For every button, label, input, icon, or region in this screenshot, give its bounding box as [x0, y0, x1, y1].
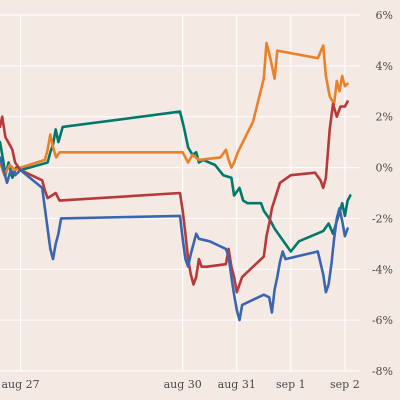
- y-tick-label: 0%: [376, 162, 393, 175]
- y-tick-label: 4%: [376, 60, 393, 73]
- y-tick-label: -6%: [372, 314, 393, 327]
- y-tick-label: 2%: [376, 111, 393, 124]
- series-group: [0, 41, 352, 322]
- x-tick-label: aug 27: [1, 378, 39, 391]
- x-tick-label: aug 31: [218, 378, 256, 391]
- y-tick-label: -8%: [372, 365, 393, 378]
- series-line-4: [0, 156, 349, 322]
- series-line-3: [0, 100, 349, 294]
- x-tick-label: sep 2: [330, 378, 360, 391]
- y-tick-label: -2%: [372, 212, 393, 225]
- x-axis: aug 27 aug 30 aug 31 sep 1 sep 2: [1, 378, 359, 391]
- y-tick-label: -4%: [372, 263, 393, 276]
- y-axis: -8% -6% -4% -2% 0% 2% 4% 6%: [372, 9, 393, 378]
- series-line-1: [0, 110, 352, 253]
- y-tick-label: 6%: [376, 9, 393, 22]
- x-tick-label: sep 1: [276, 378, 306, 391]
- x-tick-label: aug 30: [164, 378, 202, 391]
- series-line-2: [0, 41, 349, 177]
